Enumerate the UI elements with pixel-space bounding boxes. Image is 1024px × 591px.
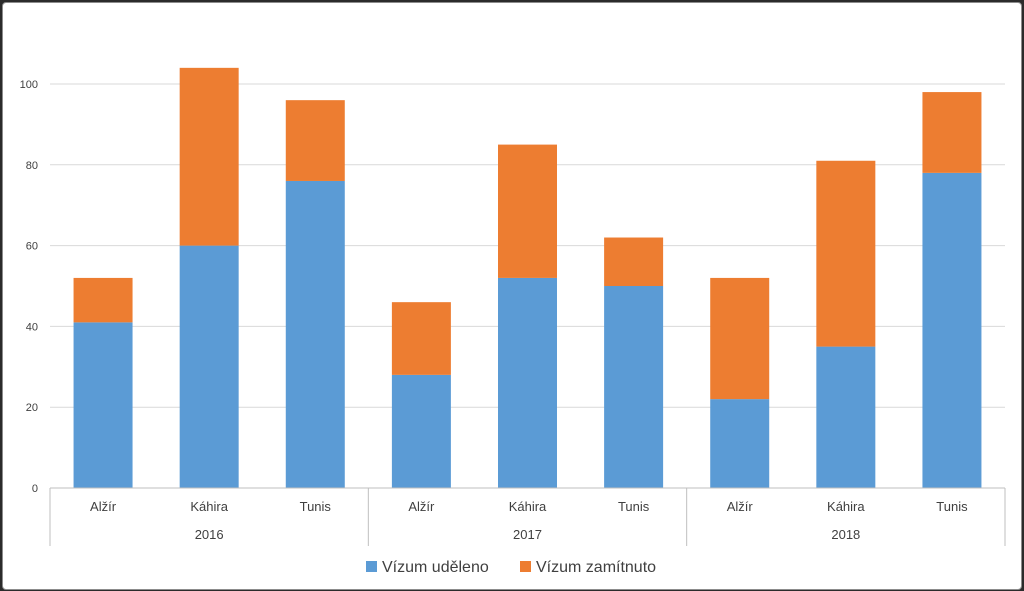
y-tick-label: 40 [26, 321, 38, 333]
x-category-label: Alžír [727, 499, 754, 514]
bar-zamitnuto [73, 277, 133, 323]
bar-zamitnuto [604, 237, 664, 286]
y-tick-label: 60 [26, 241, 38, 253]
bar-udeleno [604, 286, 664, 488]
bar-zamitnuto [179, 67, 239, 246]
bar-udeleno [73, 322, 133, 488]
y-tick-label: 80 [26, 160, 38, 172]
x-category-label: Tunis [936, 499, 968, 514]
x-axis: Alžír Káhira Tunis 2016 Alžír Káhira Tunis 2017… [49, 487, 1006, 546]
legend-swatch [366, 561, 377, 572]
x-category-label: Tunis [618, 499, 650, 514]
x-category-label: Tunis [300, 499, 332, 514]
legend: Vízum uděleno Vízum zamítnuto [366, 559, 656, 576]
bar-udeleno [179, 245, 239, 488]
y-tick-label: 20 [26, 402, 38, 414]
bar-udeleno [285, 180, 345, 488]
x-group-label: 2018 [831, 527, 860, 542]
bar-zamitnuto [391, 302, 451, 375]
x-category-label: Alžír [408, 499, 435, 514]
x-group-label: 2017 [513, 527, 542, 542]
x-category-label: Káhira [190, 499, 228, 514]
y-axis: 0 20 40 60 80 100 [20, 79, 38, 495]
legend-swatch [520, 561, 531, 572]
bar-zamitnuto [285, 100, 345, 181]
bar-zamitnuto [710, 277, 770, 400]
legend-label: Vízum uděleno [382, 559, 489, 576]
x-group-label: 2016 [195, 527, 224, 542]
bar-zamitnuto [922, 92, 982, 173]
bar-udeleno [391, 374, 451, 488]
y-tick-label: 100 [20, 79, 38, 91]
x-category-label: Káhira [827, 499, 865, 514]
bar-zamitnuto [498, 144, 557, 278]
bar-zamitnuto [816, 160, 876, 347]
bar-udeleno [710, 399, 770, 488]
x-category-label: Alžír [90, 499, 117, 514]
bar-udeleno [498, 277, 557, 488]
legend-label: Vízum zamítnuto [536, 559, 656, 576]
bar-udeleno [922, 172, 982, 488]
y-tick-label: 0 [32, 483, 38, 495]
bar-udeleno [816, 346, 876, 488]
bars [73, 67, 982, 488]
x-category-label: Káhira [509, 499, 547, 514]
